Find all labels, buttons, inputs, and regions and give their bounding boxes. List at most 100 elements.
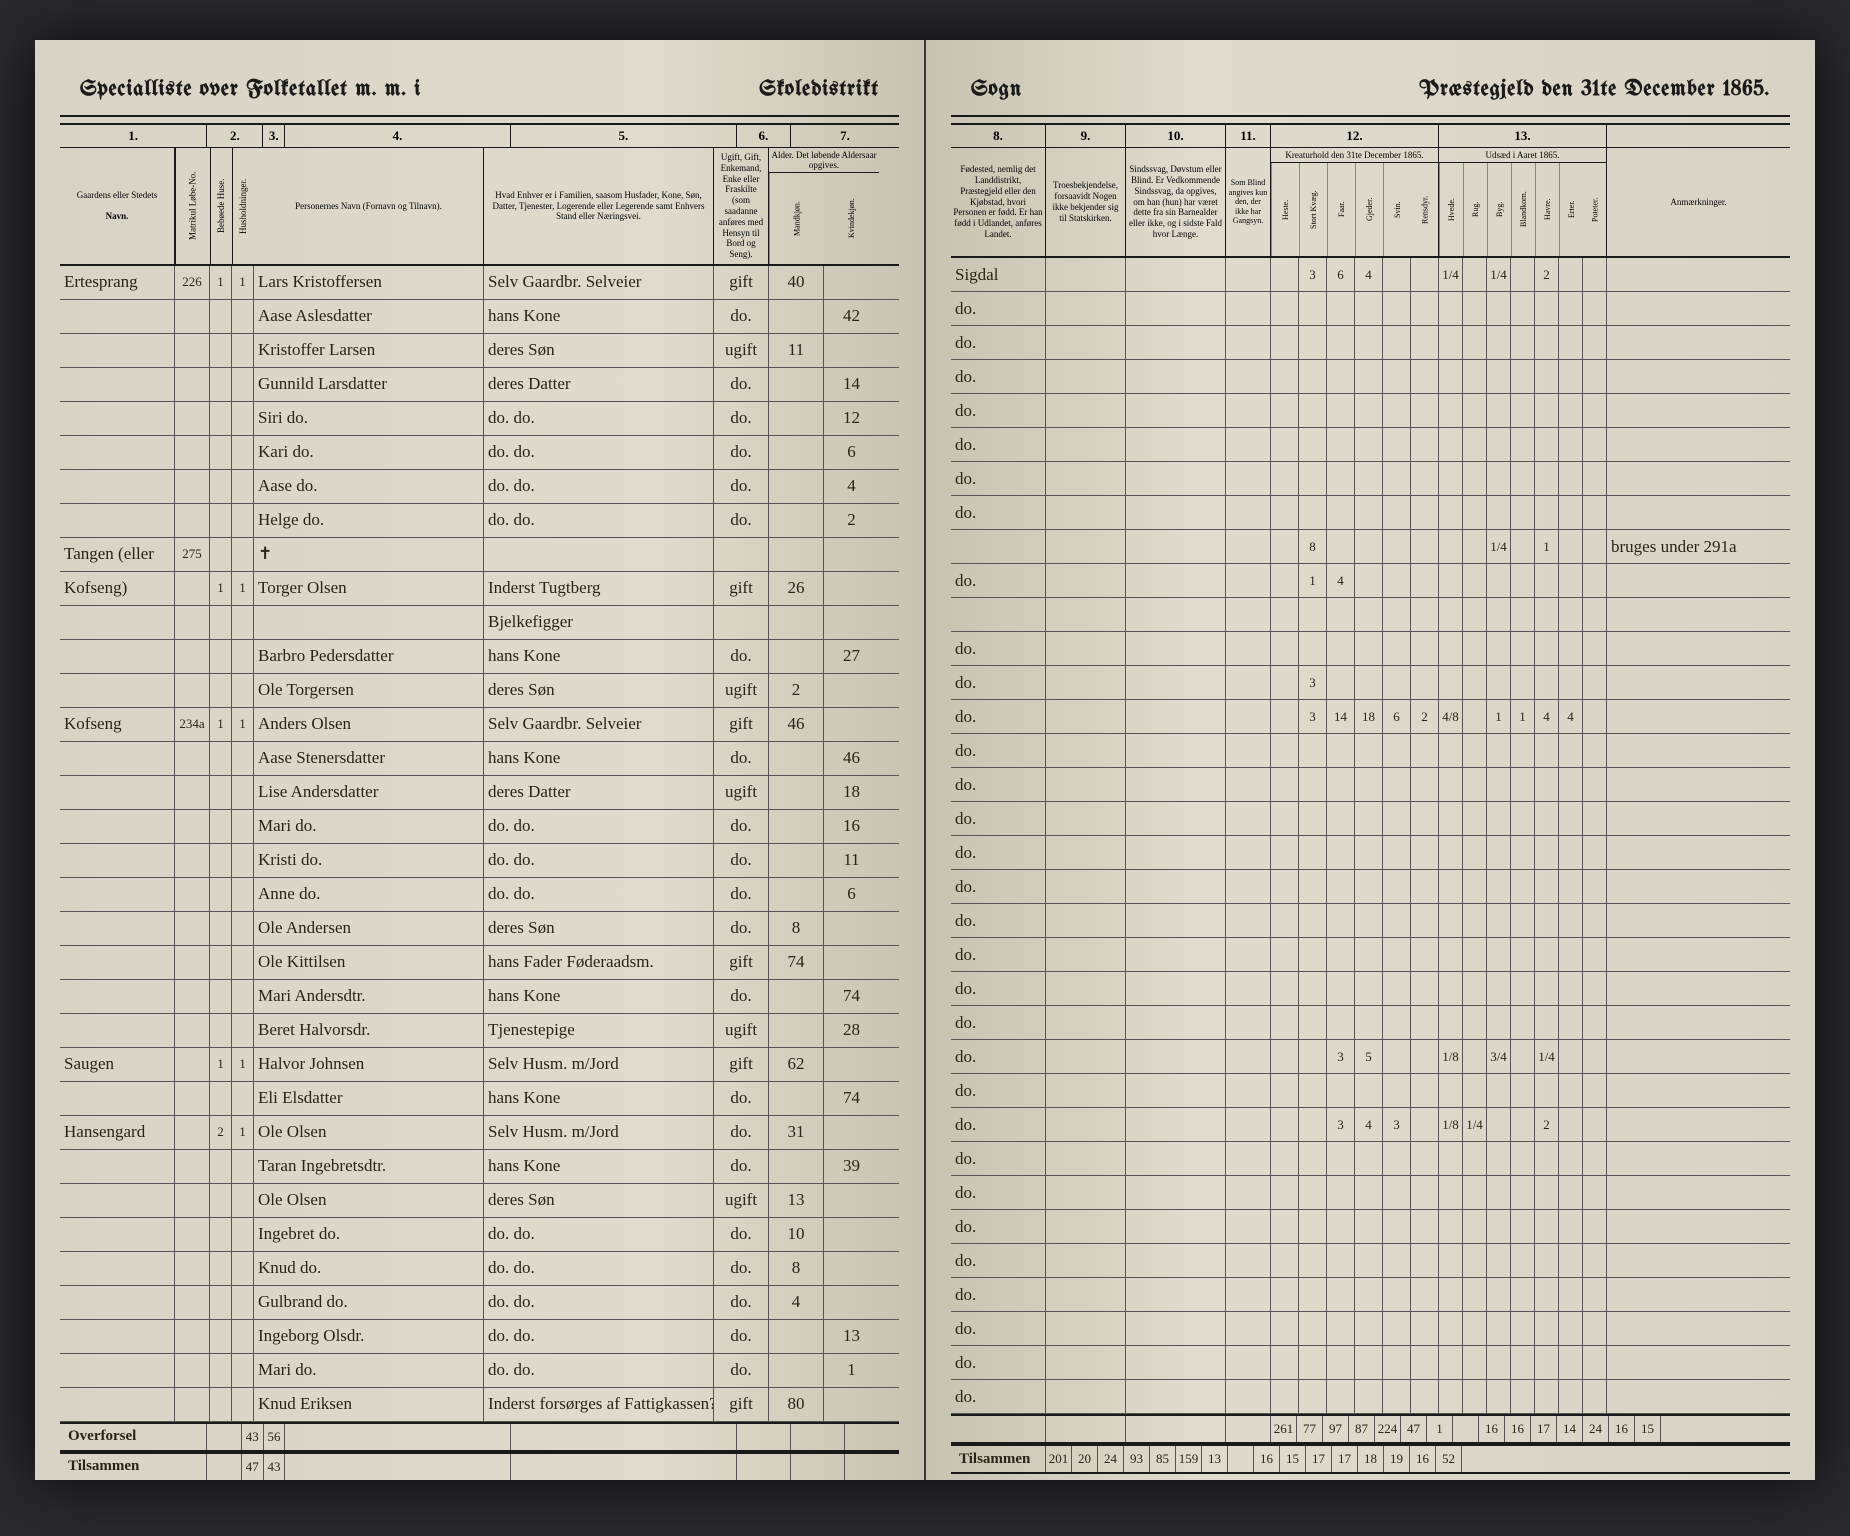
cell-blind [1226,258,1271,291]
colnum-5: 5. [511,125,737,147]
cell-seed [1439,292,1463,325]
cell-seed [1439,1176,1463,1209]
cell-livestock: 3 [1299,666,1327,699]
cell-marital: ugift [714,1184,769,1217]
sum-cell: 16 [1609,1416,1635,1442]
cell-hus [210,1184,232,1217]
cell-name: Mari do. [254,810,484,843]
sum-cell: 17 [1306,1446,1332,1472]
cell-livestock [1411,1346,1439,1379]
cell-livestock [1411,292,1439,325]
colnum-10: 10. [1126,125,1226,147]
cell-blind [1226,326,1271,359]
cell-seed [1583,496,1607,529]
cell-birthplace [951,530,1046,563]
cell-age-m: 8 [769,912,824,945]
cell-note [1607,360,1790,393]
cell-seed [1583,1074,1607,1107]
cell-seed [1559,938,1583,971]
cell-religion [1046,1040,1126,1073]
cell-marital: do. [714,810,769,843]
cell-seed [1439,938,1463,971]
cell-livestock [1411,904,1439,937]
cell-blind [1226,632,1271,665]
table-row: do. [951,1244,1790,1278]
cell-mnr: 275 [175,538,210,571]
cell-note [1607,598,1790,631]
cell-livestock [1355,1210,1383,1243]
cell-seed [1463,836,1487,869]
cell-age-f: 27 [824,640,879,673]
cell-livestock [1355,666,1383,699]
cell-farm: Tangen (eller [60,538,175,571]
cell-mnr [175,1082,210,1115]
cell-blind [1226,1278,1271,1311]
cell-hh [232,402,254,435]
cell-livestock [1355,1312,1383,1345]
cell-note [1607,496,1790,529]
cell-age-m [769,810,824,843]
cell-marital: do. [714,1218,769,1251]
cell-seed [1511,734,1535,767]
table-row: Mari do.do. do.do.1 [60,1354,899,1388]
cell-note [1607,870,1790,903]
cell-seed [1559,1176,1583,1209]
cell-livestock [1271,904,1299,937]
cell-disability [1126,904,1226,937]
cell-livestock [1299,360,1327,393]
cell-livestock [1299,904,1327,937]
cell-livestock [1355,938,1383,971]
cell-name: Kristoffer Larsen [254,334,484,367]
cell-relation: Selv Husm. m/Jord [484,1048,714,1081]
cell-livestock [1271,666,1299,699]
cell-age-f: 16 [824,810,879,843]
cell-livestock [1327,394,1355,427]
cell-disability [1126,938,1226,971]
cell-note [1607,428,1790,461]
cell-seed [1463,972,1487,1005]
cell-livestock [1411,836,1439,869]
cell-disability [1126,326,1226,359]
cell-livestock [1383,836,1411,869]
cell-livestock [1327,632,1355,665]
cell-hus: 2 [210,1116,232,1149]
cell-disability [1126,836,1226,869]
cell-birthplace: do. [951,1006,1046,1039]
cell-mnr [175,470,210,503]
cell-hh [232,640,254,673]
cell-seed [1487,768,1511,801]
cell-livestock [1411,768,1439,801]
cell-age-m: 46 [769,708,824,741]
cell-age-f: 4 [824,470,879,503]
cell-age-f: 46 [824,742,879,775]
cell-age-m [769,402,824,435]
cell-seed [1583,836,1607,869]
cell-livestock [1271,394,1299,427]
cell-disability [1126,1244,1226,1277]
cell-seed [1583,904,1607,937]
cell-livestock [1355,326,1383,359]
table-row: Siri do.do. do.do.12 [60,402,899,436]
cell-livestock [1299,428,1327,461]
cell-mnr [175,334,210,367]
cell-livestock [1355,462,1383,495]
cell-seed [1511,972,1535,1005]
cell-age-f [824,674,879,707]
cell-seed [1535,1244,1559,1277]
cell-mnr [175,300,210,333]
cell-age-m [769,742,824,775]
cell-blind [1226,1108,1271,1141]
cell-livestock [1299,836,1327,869]
cell-seed: 1/8 [1439,1108,1463,1141]
cell-birthplace: do. [951,1176,1046,1209]
right-page: Sogn Præstegjeld den 31te December 1865.… [926,40,1815,1480]
cell-mnr [175,946,210,979]
cell-seed [1559,632,1583,665]
cell-religion [1046,734,1126,767]
cell-religion [1046,870,1126,903]
cell-livestock [1271,292,1299,325]
cell-blind [1226,564,1271,597]
cell-age-m [769,640,824,673]
cell-livestock [1411,1312,1439,1345]
cell-seed [1511,496,1535,529]
